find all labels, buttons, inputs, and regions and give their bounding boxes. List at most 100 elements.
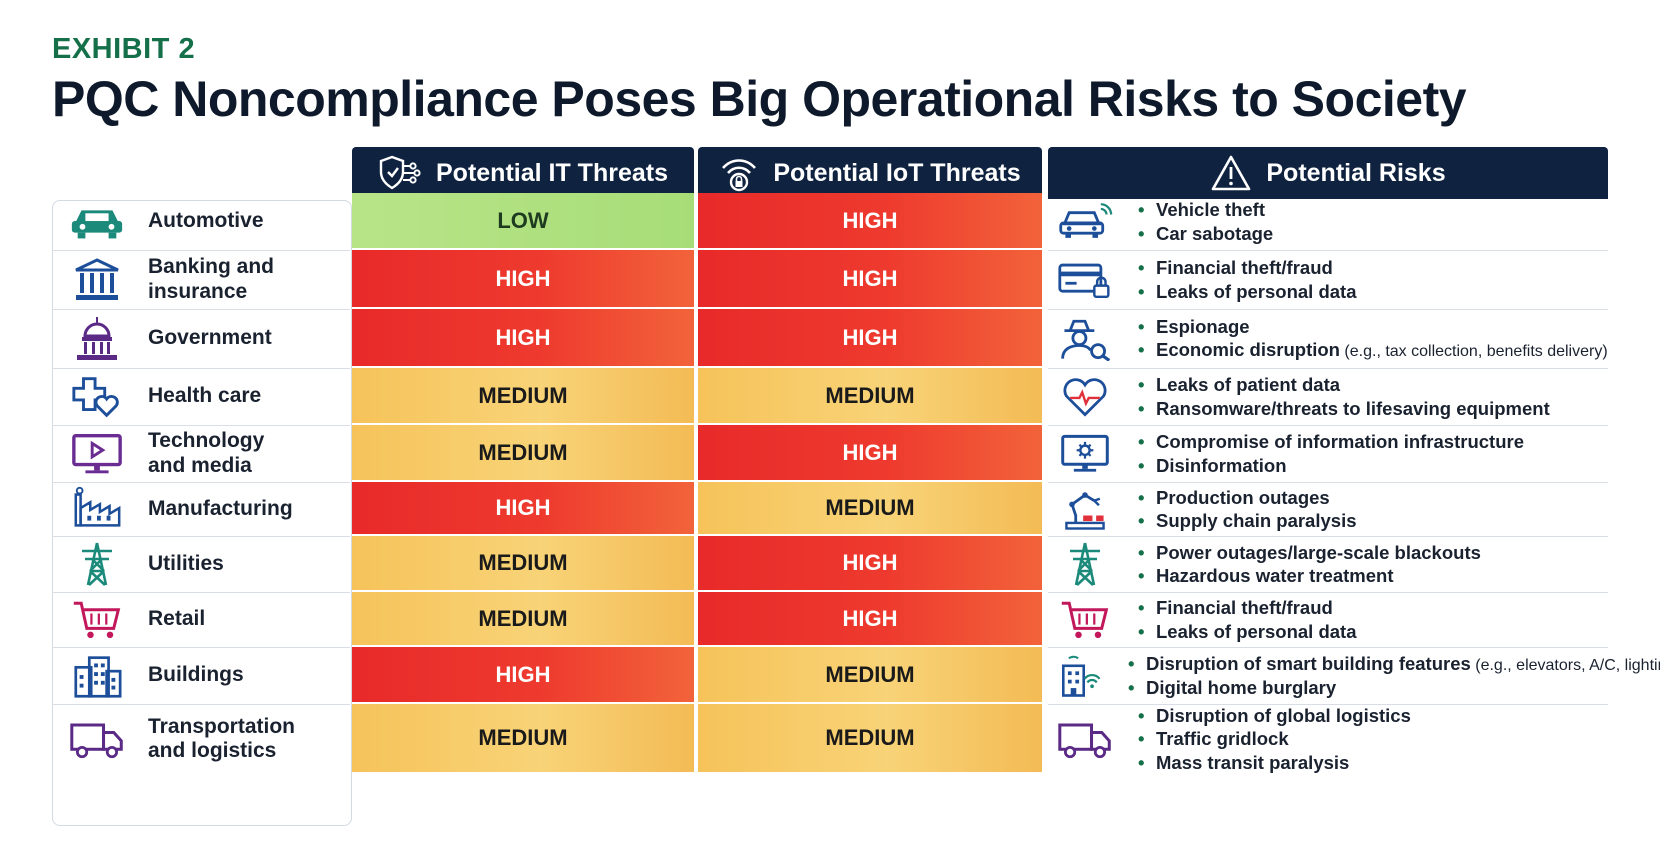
health-cross-heart-icon bbox=[66, 374, 128, 420]
risk-list: Production outagesSupply chain paralysis bbox=[1138, 486, 1357, 533]
industry-row: Transportation and logistics bbox=[52, 704, 350, 774]
iot-threat-cell: HIGH bbox=[698, 193, 1042, 248]
it-threat-cell: HIGH bbox=[352, 647, 694, 702]
risk-text: Digital home burglary bbox=[1146, 676, 1337, 698]
industry-row: Banking and insurance bbox=[52, 250, 350, 309]
it-threat-cell: HIGH bbox=[352, 250, 694, 307]
industry-label: Technology and media bbox=[148, 429, 265, 477]
risk-text: Economic disruption bbox=[1156, 339, 1340, 361]
risk-item: Financial theft/fraud bbox=[1138, 596, 1356, 620]
row-divider bbox=[52, 250, 350, 251]
risk-row: Disruption of smart building features (e… bbox=[1048, 647, 1660, 704]
shopping-cart-icon bbox=[66, 597, 128, 643]
wireless-lock-icon bbox=[722, 159, 757, 192]
iot-threat-cell: MEDIUM bbox=[698, 647, 1042, 702]
row-divider bbox=[1048, 309, 1608, 310]
header-it-label: Potential IT Threats bbox=[436, 158, 668, 187]
row-divider bbox=[1048, 250, 1608, 251]
iot-threat-cell: HIGH bbox=[698, 309, 1042, 366]
page-title: PQC Noncompliance Poses Big Operational … bbox=[52, 71, 1467, 127]
iot-threat-cell: HIGH bbox=[698, 250, 1042, 307]
power-tower-icon bbox=[1054, 541, 1116, 587]
industry-label: Retail bbox=[148, 607, 206, 631]
risk-list: Vehicle theftCar sabotage bbox=[1138, 198, 1273, 245]
industry-label: Buildings bbox=[148, 663, 244, 687]
risk-text: Supply chain paralysis bbox=[1156, 510, 1357, 531]
monitor-gear-icon bbox=[1054, 431, 1116, 477]
risk-item: Supply chain paralysis bbox=[1138, 509, 1357, 533]
iot-threat-cell: HIGH bbox=[698, 425, 1042, 480]
row-divider bbox=[1048, 536, 1608, 537]
it-threat-cell: MEDIUM bbox=[352, 425, 694, 480]
risk-item: Disruption of smart building features (e… bbox=[1128, 652, 1660, 676]
iot-threat-cell: HIGH bbox=[698, 536, 1042, 590]
risk-text: Financial theft/fraud bbox=[1156, 597, 1333, 619]
industry-row: Manufacturing bbox=[52, 482, 350, 536]
industry-label: Utilities bbox=[148, 551, 224, 575]
risk-item: Digital home burglary bbox=[1128, 676, 1660, 700]
risk-text: Power outages/large-scale blackouts bbox=[1156, 541, 1481, 563]
row-divider bbox=[1048, 425, 1608, 426]
row-divider bbox=[1048, 368, 1608, 369]
risk-list: Power outages/large-scale blackoutsHazar… bbox=[1138, 541, 1481, 588]
risk-row: Vehicle theftCar sabotage bbox=[1048, 193, 1608, 250]
it-threat-cell: MEDIUM bbox=[352, 704, 694, 772]
it-threat-cell: HIGH bbox=[352, 309, 694, 366]
connected-car-icon bbox=[1054, 199, 1116, 245]
row-divider bbox=[1048, 704, 1608, 705]
row-divider bbox=[52, 368, 350, 369]
risk-list: Financial theft/fraudLeaks of personal d… bbox=[1138, 256, 1356, 303]
iot-threat-cell: MEDIUM bbox=[698, 704, 1042, 772]
header-risks-label: Potential Risks bbox=[1266, 158, 1446, 187]
risk-text: Ransomware/threats to lifesaving equipme… bbox=[1156, 397, 1550, 419]
risk-row: Financial theft/fraudLeaks of personal d… bbox=[1048, 592, 1608, 647]
delivery-truck-icon bbox=[66, 716, 128, 762]
industry-label: Health care bbox=[148, 384, 262, 408]
shopping-cart-icon bbox=[1054, 597, 1116, 643]
risk-text: Traffic gridlock bbox=[1156, 728, 1289, 750]
power-tower-icon bbox=[66, 541, 128, 587]
risk-item: Ransomware/threats to lifesaving equipme… bbox=[1138, 397, 1550, 421]
row-divider bbox=[52, 309, 350, 310]
industry-label: Automotive bbox=[148, 209, 264, 233]
risk-text: Hazardous water treatment bbox=[1156, 565, 1394, 586]
risk-list: Leaks of patient dataRansomware/threats … bbox=[1138, 373, 1550, 420]
row-divider bbox=[52, 425, 350, 426]
row-divider bbox=[1048, 482, 1608, 483]
risk-text: Leaks of personal data bbox=[1156, 280, 1357, 302]
industry-label: Banking and insurance bbox=[148, 255, 275, 303]
it-threat-cell: LOW bbox=[352, 193, 694, 248]
shield-circuit-icon bbox=[379, 155, 421, 190]
risk-item: Economic disruption (e.g., tax collectio… bbox=[1138, 338, 1608, 362]
header-potential-risks: Potential Risks bbox=[1048, 147, 1608, 199]
risk-text: Financial theft/fraud bbox=[1156, 257, 1333, 279]
risk-row: Compromise of information infrastructure… bbox=[1048, 425, 1608, 482]
risk-text: Leaks of patient data bbox=[1156, 374, 1341, 396]
it-threat-cell: MEDIUM bbox=[352, 368, 694, 423]
industry-row: Government bbox=[52, 309, 350, 368]
risk-row: Production outagesSupply chain paralysis bbox=[1048, 482, 1608, 536]
risk-text: Disinformation bbox=[1156, 454, 1287, 476]
risk-list: Financial theft/fraudLeaks of personal d… bbox=[1138, 596, 1356, 643]
industry-row: Utilities bbox=[52, 536, 350, 592]
risk-item: Production outages bbox=[1138, 486, 1357, 510]
risk-text: Disruption of global logistics bbox=[1156, 704, 1411, 726]
risk-item: Hazardous water treatment bbox=[1138, 564, 1481, 588]
it-threat-cell: MEDIUM bbox=[352, 536, 694, 590]
risk-text: Production outages bbox=[1156, 486, 1330, 508]
industry-row: Buildings bbox=[52, 647, 350, 704]
it-threat-cell: HIGH bbox=[352, 482, 694, 534]
risk-row: Power outages/large-scale blackoutsHazar… bbox=[1048, 536, 1608, 592]
factory-icon bbox=[66, 486, 128, 532]
risk-item: Mass transit paralysis bbox=[1138, 751, 1411, 775]
industry-label: Government bbox=[148, 326, 272, 350]
exhibit-label: EXHIBIT 2 bbox=[52, 33, 196, 65]
risk-item: Financial theft/fraud bbox=[1138, 256, 1356, 280]
risk-item: Power outages/large-scale blackouts bbox=[1138, 541, 1481, 565]
industry-label: Manufacturing bbox=[148, 496, 293, 520]
smart-building-icon bbox=[1054, 653, 1106, 699]
row-divider bbox=[1048, 647, 1608, 648]
row-divider bbox=[52, 592, 350, 593]
row-divider bbox=[1048, 592, 1608, 593]
risk-row: EspionageEconomic disruption (e.g., tax … bbox=[1048, 309, 1608, 368]
